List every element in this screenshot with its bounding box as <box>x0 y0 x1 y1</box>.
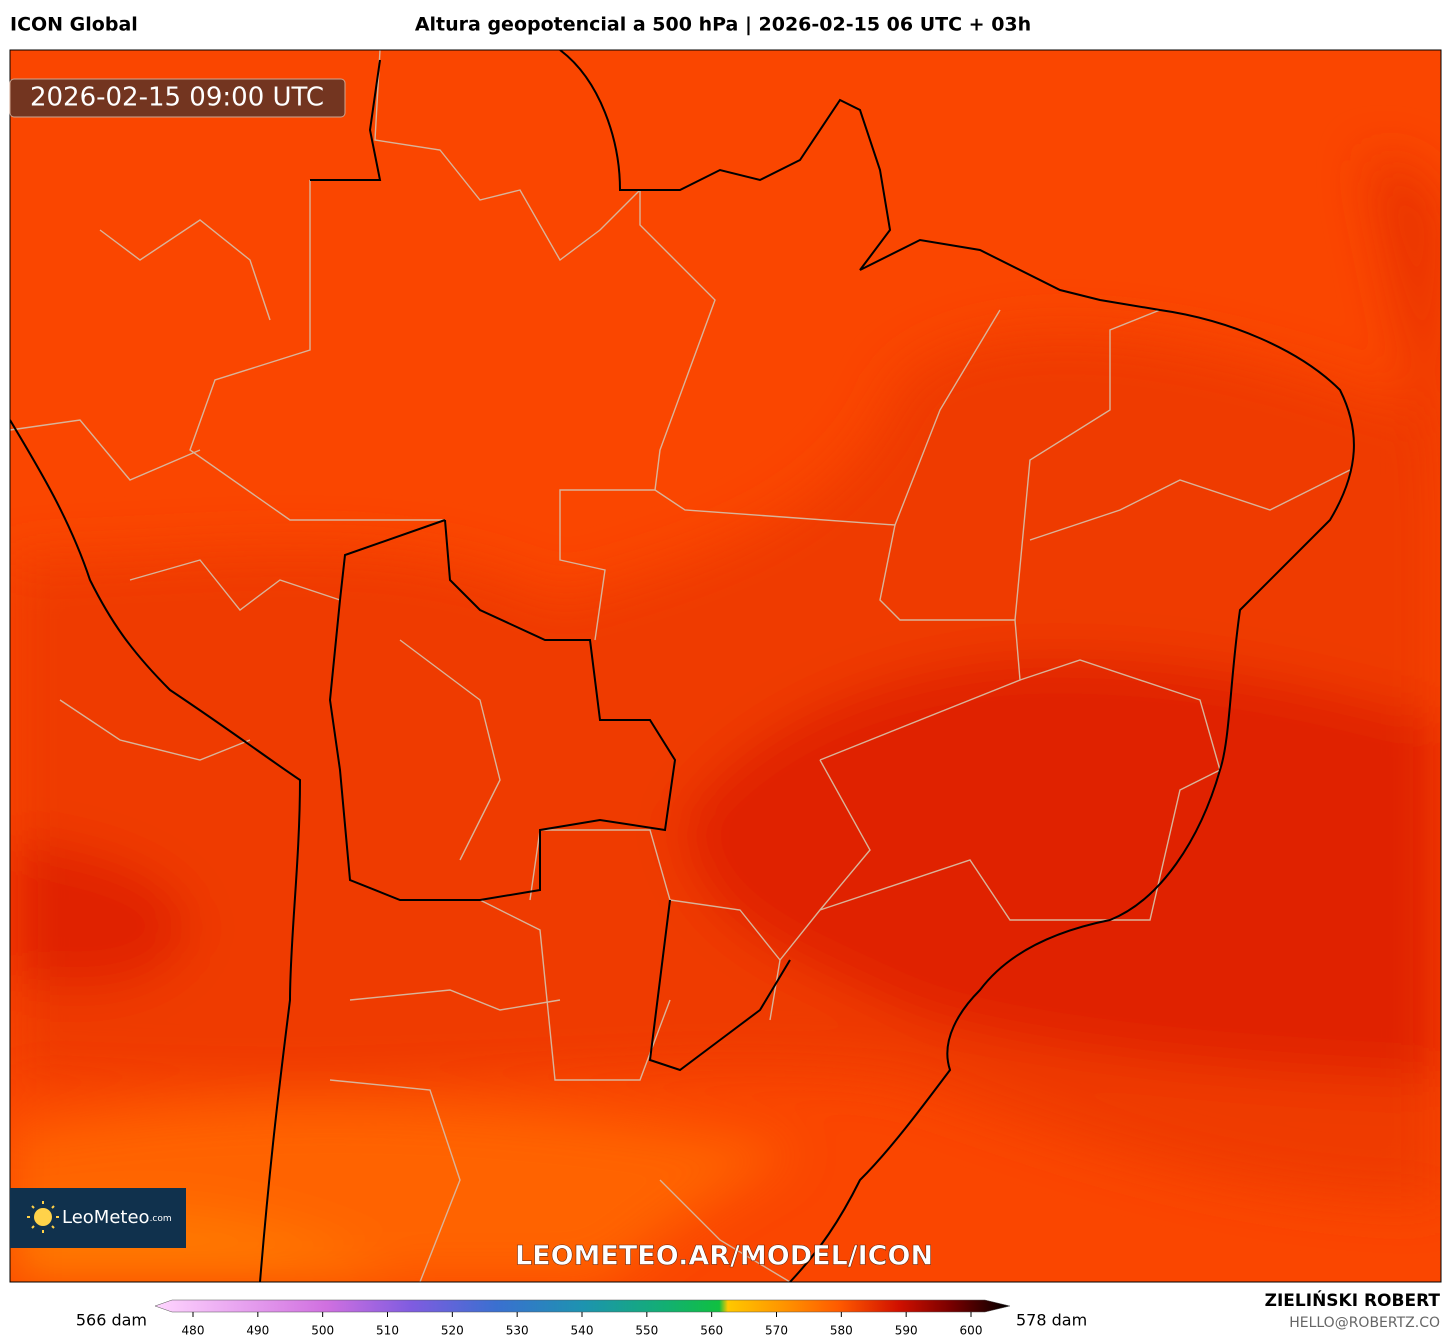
colorbar-tick-label: 480 <box>182 1324 205 1338</box>
colorbar-tick-label: 560 <box>700 1324 723 1338</box>
colorbar-tick-label: 520 <box>441 1324 464 1338</box>
coastline-and-borders <box>10 50 1355 1282</box>
logo-text: LeoMeteo.com <box>62 1207 172 1228</box>
colorbar-tick-label: 590 <box>895 1324 918 1338</box>
colorbar-tick-label: 550 <box>635 1324 658 1338</box>
logo-rays <box>27 1201 59 1233</box>
valid-time-box <box>9 78 346 118</box>
colorbar-tick-label: 600 <box>960 1324 983 1338</box>
colorbar-tick-label: 540 <box>571 1324 594 1338</box>
model-name: ICON Global <box>10 14 138 36</box>
author: ZIELIŃSKI ROBERT <box>1265 1289 1441 1311</box>
valid-time: 2026-02-15 09:00 UTC <box>30 83 324 113</box>
map-title: Altura geopotencial a 500 hPa | 2026-02-… <box>415 14 1031 36</box>
map-area <box>10 50 1441 1282</box>
logo-sun <box>34 1208 52 1226</box>
state-borders <box>10 50 1351 1282</box>
email: HELLO@ROBERTZ.CO <box>1289 1315 1440 1331</box>
colorbar-tick-label: 490 <box>246 1324 269 1338</box>
colorbar-min-label: 566 dam <box>76 1311 147 1330</box>
watermark: LEOMETEO.AR/MODEL/ICON <box>515 1241 933 1272</box>
colorbar-ticks: 480 490 500 510 520 530 540 550 560 570 580 590 600 <box>182 1312 983 1338</box>
logo-suffix: .com <box>150 1214 172 1224</box>
colorbar-tick-label: 530 <box>506 1324 529 1338</box>
colorbar <box>154 1299 1011 1313</box>
colorbar-tick-label: 570 <box>765 1324 788 1338</box>
colorbar-tick-label: 500 <box>311 1324 334 1338</box>
logo-name: LeoMeteo <box>62 1207 150 1228</box>
colorbar-tick-label: 510 <box>376 1324 399 1338</box>
map-frame <box>9 49 1442 1283</box>
colorbar-tick-label: 580 <box>830 1324 853 1338</box>
colorbar-max-label: 578 dam <box>1016 1311 1087 1330</box>
